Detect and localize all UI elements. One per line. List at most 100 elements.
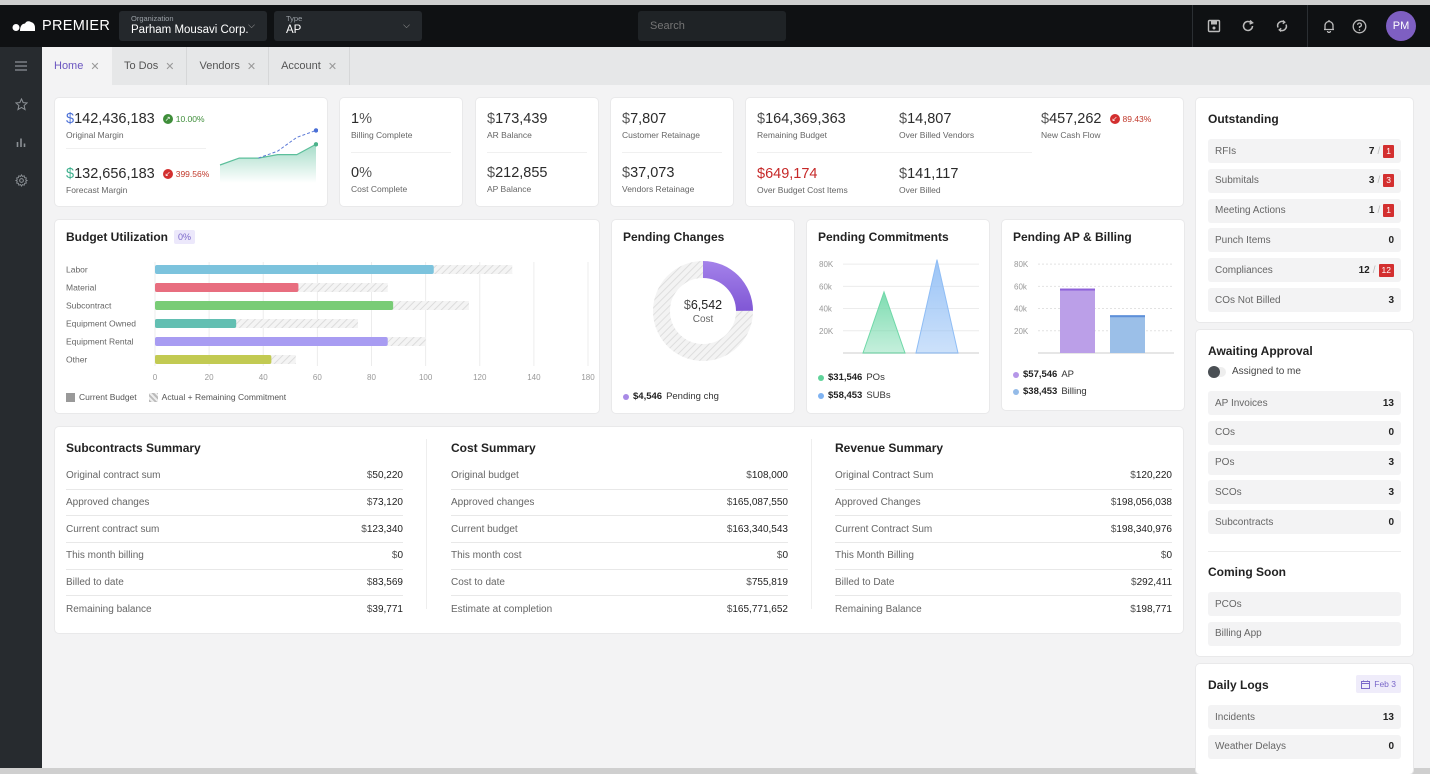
outstanding-card: Outstanding RFIs 7/1 Submitals 3/3 Meeting A… xyxy=(1196,98,1413,322)
type-dropdown[interactable]: Type AP ⌵ xyxy=(274,11,422,41)
legend-item: $57,546 AP xyxy=(1013,369,1074,380)
budget-legend: Current Budget Actual + Remaining Commit… xyxy=(66,392,286,402)
currency-symbol: $ xyxy=(726,604,733,616)
donut-center-label: Cost xyxy=(692,314,714,325)
refresh-icon[interactable] xyxy=(1231,5,1265,47)
row-value: $108,000 xyxy=(746,470,788,482)
list-item[interactable]: Subcontracts 0 xyxy=(1208,510,1401,535)
list-item[interactable]: Punch Items 0 xyxy=(1208,228,1401,253)
row-label: Current budget xyxy=(451,523,518,535)
help-icon[interactable] xyxy=(1346,5,1372,47)
row-label: Remaining balance xyxy=(66,604,152,616)
list-item[interactable]: PCOs xyxy=(1208,592,1401,616)
category-label: Subcontract xyxy=(66,301,112,311)
forecast-line xyxy=(219,143,317,166)
row-value: $0 xyxy=(391,550,403,562)
category-label: Other xyxy=(66,355,87,365)
item-count: 3 xyxy=(1388,457,1394,469)
list-item[interactable]: Billing App xyxy=(1208,621,1401,646)
row-label: Estimate at completion xyxy=(451,604,553,616)
customer-retainage-label: Customer Retainage xyxy=(622,130,700,140)
item-count: 7/1 xyxy=(1369,144,1394,158)
customer-retainage-value: $7,807 xyxy=(622,111,667,127)
row-value: $50,220 xyxy=(366,470,403,482)
list-item[interactable]: COs 0 xyxy=(1208,420,1401,445)
brand-logo[interactable]: PREMIER xyxy=(0,18,118,34)
list-item[interactable]: SCOs 3 xyxy=(1208,480,1401,505)
organization-label: Organization xyxy=(131,14,174,23)
row-value: $755,819 xyxy=(746,577,788,589)
tab-home[interactable]: Home ✕ xyxy=(42,47,112,85)
overdue-badge: 1 xyxy=(1383,144,1394,158)
search-input[interactable] xyxy=(638,11,786,41)
list-item[interactable]: COs Not Billed 3 xyxy=(1208,288,1401,312)
currency-symbol: $ xyxy=(726,497,733,509)
organization-dropdown[interactable]: Organization Parham Mousavi Corp. ⌵ xyxy=(119,11,267,41)
ap-billing-bar xyxy=(1110,315,1145,353)
dashboard: $142,436,183 ↗ 10.00% Original Margin $132… xyxy=(42,85,1430,774)
row-label: Current Contract Sum xyxy=(835,523,933,535)
currency-symbol: $ xyxy=(1160,550,1167,562)
legend-item: $58,453 SUBs xyxy=(818,390,891,401)
list-item[interactable]: Compliances 12/12 xyxy=(1208,258,1401,283)
sidebar xyxy=(0,47,42,768)
tab-vendors[interactable]: Vendors ✕ xyxy=(187,47,270,85)
save-icon[interactable] xyxy=(1197,5,1231,47)
currency-symbol: $ xyxy=(366,497,373,509)
card-title: Pending Changes xyxy=(623,230,725,244)
tab-account[interactable]: Account ✕ xyxy=(269,47,351,85)
row-value: $198,056,038 xyxy=(1110,497,1172,509)
row-label: Remaining Balance xyxy=(835,604,922,616)
list-item[interactable]: Meeting Actions 1/1 xyxy=(1208,198,1401,223)
utilization-badge: 0% xyxy=(174,230,196,244)
date-picker-button[interactable]: Feb 3 xyxy=(1356,675,1401,693)
x-tick-label: 40 xyxy=(259,373,268,382)
card-title: Outstanding xyxy=(1208,112,1279,126)
summary-row: Original budget $108,000 xyxy=(451,463,788,490)
chevron-down-icon: ⌵ xyxy=(248,20,255,30)
item-count: 13 xyxy=(1382,397,1394,409)
list-item[interactable]: Submitals 3/3 xyxy=(1208,168,1401,193)
row-label: Billed to date xyxy=(66,577,124,589)
cost-complete-label: Cost Complete xyxy=(351,184,408,194)
legend-item: $38,453 Billing xyxy=(1013,386,1087,397)
close-icon[interactable]: ✕ xyxy=(327,60,338,73)
item-count: 3 xyxy=(1388,294,1394,306)
budget-bar xyxy=(155,301,394,310)
currency-symbol: $ xyxy=(746,470,752,482)
pending-ap-billing-chart: 80K 60k 40k 20K xyxy=(1014,260,1174,354)
divider xyxy=(66,148,206,149)
list-item[interactable]: RFIs 7/1 xyxy=(1208,139,1401,163)
pending-changes-card: Pending Changes $6,542 Cost $4,546 Pendin… xyxy=(612,220,794,413)
item-label: Punch Items xyxy=(1215,234,1271,246)
category-label: Equipment Owned xyxy=(66,319,136,329)
gear-icon[interactable] xyxy=(0,161,42,199)
ap-balance-label: AP Balance xyxy=(487,184,532,194)
assigned-to-me-toggle[interactable] xyxy=(1208,366,1226,378)
close-icon[interactable]: ✕ xyxy=(165,60,175,73)
close-icon[interactable]: ✕ xyxy=(90,60,100,73)
bell-icon[interactable] xyxy=(1312,5,1346,47)
bar-chart-icon[interactable] xyxy=(0,123,42,161)
x-tick-label: 120 xyxy=(473,373,487,382)
category-label: Equipment Rental xyxy=(66,337,134,347)
list-item[interactable]: AP Invoices 13 xyxy=(1208,391,1401,415)
menu-icon[interactable] xyxy=(0,47,42,85)
row-value: $39,771 xyxy=(366,604,403,616)
sync-icon[interactable] xyxy=(1265,5,1299,47)
commitment-peak xyxy=(915,259,959,354)
close-icon[interactable]: ✕ xyxy=(246,60,257,73)
bar-cap xyxy=(1060,288,1095,291)
list-item[interactable]: POs 3 xyxy=(1208,450,1401,475)
list-item[interactable]: Weather Delays 0 xyxy=(1208,734,1401,759)
remaining-budget-label: Remaining Budget xyxy=(757,130,827,140)
divider xyxy=(811,439,812,609)
list-item[interactable]: Incidents 13 xyxy=(1208,705,1401,729)
overdue-badge: 3 xyxy=(1383,174,1394,188)
user-avatar[interactable]: PM xyxy=(1386,11,1416,41)
tab-to-dos[interactable]: To Dos ✕ xyxy=(112,47,188,85)
row-value: $163,340,543 xyxy=(726,523,788,535)
star-icon[interactable] xyxy=(0,85,42,123)
divider xyxy=(351,152,451,153)
row-label: Approved changes xyxy=(451,497,535,509)
